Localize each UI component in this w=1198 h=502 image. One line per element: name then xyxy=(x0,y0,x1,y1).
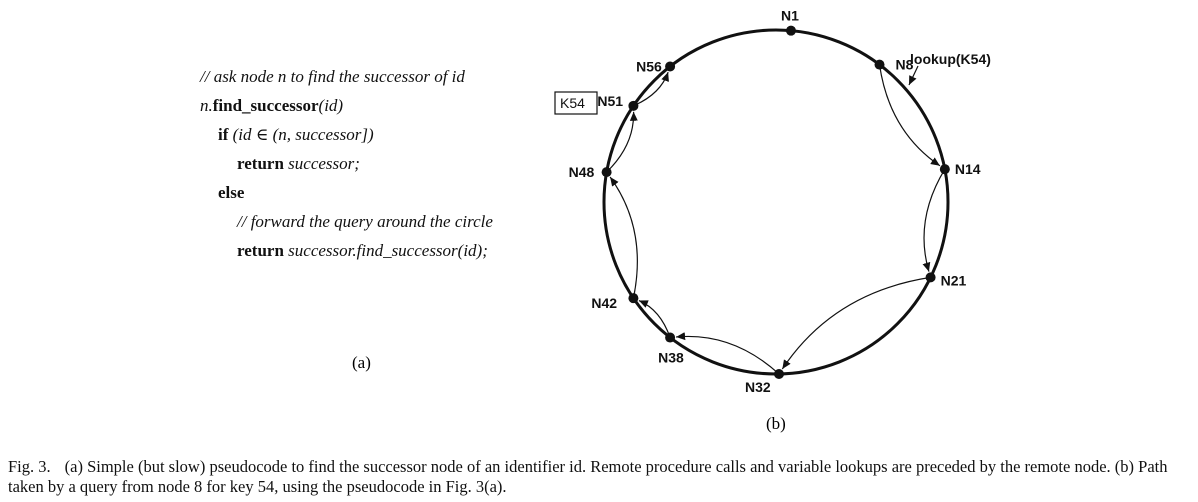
ring-nodes: N1 N8 N14 N21 N32 N38 N42 N48 N51 N56 xyxy=(569,8,981,395)
node-n32-label: N32 xyxy=(745,379,771,395)
code-return2-line: return successor.find_successor(id); xyxy=(200,236,560,265)
node-n21-dot xyxy=(925,272,936,283)
node-n42-label: N42 xyxy=(591,295,617,311)
node-n21-label: N21 xyxy=(941,272,967,288)
code-return-line: return successor; xyxy=(200,149,560,178)
node-n32-dot xyxy=(774,368,785,379)
node-n48-dot xyxy=(601,167,612,178)
node-n38-dot xyxy=(665,332,676,343)
code-return-kw: return xyxy=(237,154,284,173)
node-n48-label: N48 xyxy=(569,164,595,180)
code-else: else xyxy=(218,183,245,202)
node-n14-label: N14 xyxy=(955,161,981,177)
code-if-cond: (id ∈ (n, successor]) xyxy=(232,125,374,144)
node-n51-label: N51 xyxy=(597,93,623,109)
code-sig-fn: find_successor xyxy=(212,96,319,115)
query-hop-n42-n48 xyxy=(609,176,638,299)
caption-fig-number: Fig. 3. xyxy=(8,457,51,476)
lookup-arrow xyxy=(908,65,919,86)
node-n1-dot xyxy=(785,25,796,36)
lookup-label: lookup(K54) xyxy=(910,51,991,67)
code-comment-2: // forward the query around the circle xyxy=(237,212,493,231)
node-n42-dot xyxy=(628,293,639,304)
code-return2-val: successor.find_successor(id); xyxy=(288,241,488,260)
code-return-val: successor; xyxy=(288,154,360,173)
node-n38-label: N38 xyxy=(658,350,684,366)
code-comment-1: // ask node n to find the successor of i… xyxy=(200,67,465,86)
code-signature: n.find_successor(id) xyxy=(200,91,560,120)
pseudocode-block: // ask node n to find the successor of i… xyxy=(200,62,560,265)
node-n56-dot xyxy=(665,61,676,72)
code-if-line: if (id ∈ (n, successor]) xyxy=(200,120,560,149)
subfigure-label-a: (a) xyxy=(352,353,371,372)
figure-caption: Fig. 3. (a) Simple (but slow) pseudocode … xyxy=(8,457,1194,497)
code-sig-prefix: n. xyxy=(200,96,213,115)
code-if-kw: if xyxy=(218,125,229,144)
query-hop-n48-n51 xyxy=(606,111,638,173)
node-n14-dot xyxy=(939,164,950,175)
subfigure-label-b: (b) xyxy=(766,414,786,433)
code-sig-arg: (id) xyxy=(318,96,344,115)
ring-circle xyxy=(602,28,950,376)
code-return2-kw: return xyxy=(237,241,284,260)
key-box xyxy=(554,91,598,115)
query-hop-n32-n38 xyxy=(676,332,780,375)
caption-text: (a) Simple (but slow) pseudocode to find… xyxy=(8,457,1168,496)
node-n51-dot xyxy=(628,100,639,111)
query-hop-n14-n21 xyxy=(922,168,946,272)
node-n1-label: N1 xyxy=(781,8,799,24)
node-n8-dot xyxy=(874,59,885,70)
node-n56-label: N56 xyxy=(636,58,662,74)
query-hop-n21-n32 xyxy=(781,276,931,370)
key-label: K54 xyxy=(560,95,585,111)
query-hop-n8-n14 xyxy=(878,64,941,167)
node-n8-label: N8 xyxy=(896,57,914,73)
